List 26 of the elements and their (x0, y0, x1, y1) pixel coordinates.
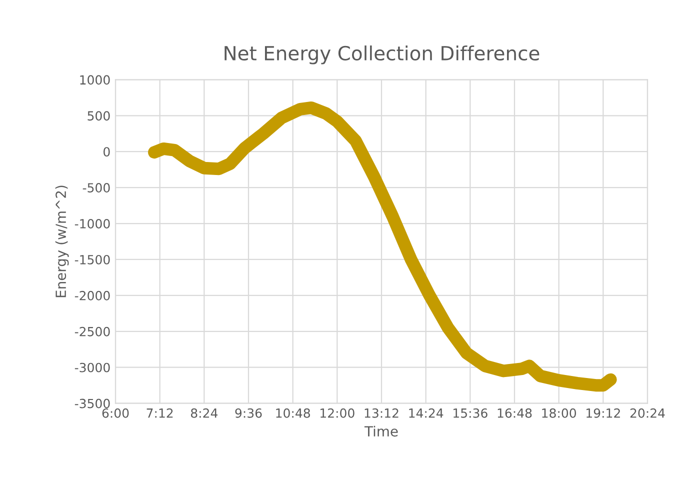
x-tick-label: 15:36 (454, 408, 488, 418)
y-tick-label: -3000 (74, 362, 110, 372)
x-tick-label: 7:12 (146, 408, 173, 418)
x-tick-label: 12:00 (320, 408, 354, 418)
y-tick-label: 1000 (80, 75, 110, 85)
x-tick-label: 9:36 (235, 408, 262, 418)
x-tick-label: 20:24 (630, 408, 665, 418)
y-tick-label: -500 (82, 183, 110, 192)
y-tick-label: 0 (104, 147, 110, 157)
x-axis-title: Time (364, 426, 398, 437)
x-tick-label: 13:12 (364, 408, 398, 418)
y-tick-label: 500 (88, 111, 110, 121)
y-tick-label: -1500 (74, 254, 110, 264)
y-tick-label: -3500 (74, 398, 110, 408)
y-tick-label: -2500 (74, 326, 110, 336)
x-tick-label: 18:00 (542, 408, 576, 418)
x-tick-label: 14:24 (409, 408, 444, 418)
x-tick-label: 6:00 (102, 408, 129, 418)
x-tick-label: 16:48 (498, 408, 532, 418)
y-tick-label: -2000 (74, 290, 110, 300)
y-axis-title: Energy (w/m^2) (55, 186, 69, 298)
chart-title: Net Energy Collection Difference (224, 45, 540, 64)
x-tick-label: 19:12 (586, 408, 620, 418)
x-tick-label: 10:48 (276, 408, 310, 418)
x-tick-label: 8:24 (190, 408, 218, 418)
y-tick-label: -1000 (74, 218, 110, 228)
